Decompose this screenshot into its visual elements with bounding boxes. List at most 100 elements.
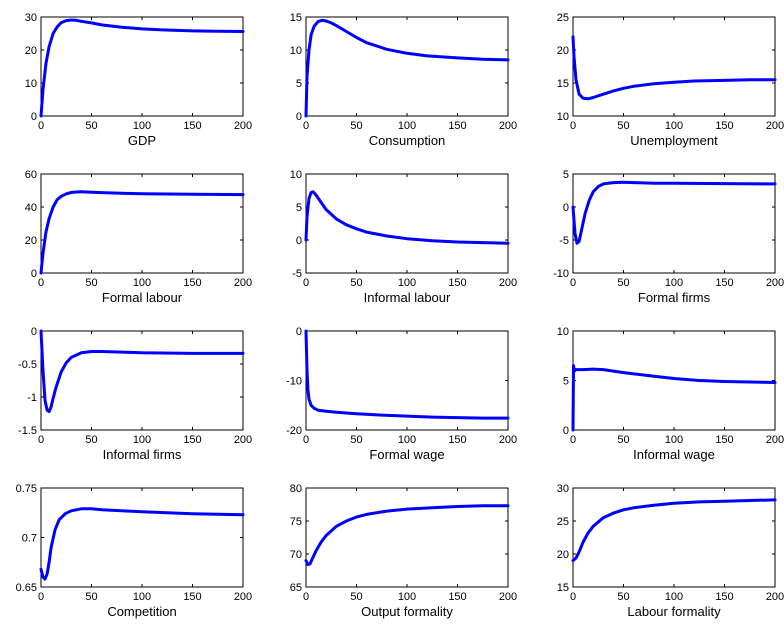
x-tick-label: 0 xyxy=(38,591,44,603)
y-tick-label: 10 xyxy=(557,111,569,123)
x-tick-label: 0 xyxy=(570,277,576,289)
x-tick-label: 200 xyxy=(499,591,517,603)
x-tick-label: 200 xyxy=(766,434,784,446)
y-tick-label: 5 xyxy=(563,169,569,181)
x-tick-label: 200 xyxy=(234,277,252,289)
x-tick-label: 100 xyxy=(665,591,683,603)
x-axis-label: Unemployment xyxy=(630,133,718,148)
series-line xyxy=(39,190,245,275)
series-line xyxy=(304,190,510,245)
x-axis-label: Informal firms xyxy=(103,447,182,462)
x-tick-label: 200 xyxy=(499,434,517,446)
x-axis-label: Competition xyxy=(107,604,176,619)
series-line xyxy=(571,498,777,563)
x-tick-label: 50 xyxy=(350,434,362,446)
x-axis-label: Formal labour xyxy=(102,290,183,305)
x-tick-label: 100 xyxy=(133,434,151,446)
plot-frame xyxy=(40,487,244,588)
x-tick-label: 150 xyxy=(715,591,733,603)
y-tick-label: 10 xyxy=(557,326,569,338)
y-tick-label: 5 xyxy=(296,202,302,214)
subplot-8: 0 50 100 150 200 -20 -10 0 Formal wage xyxy=(286,326,517,462)
x-tick-label: 0 xyxy=(38,120,44,132)
y-tick-label: 0 xyxy=(31,326,37,338)
y-tick-label: 60 xyxy=(25,169,37,181)
y-tick-label: -1.5 xyxy=(18,425,37,437)
x-tick-label: 150 xyxy=(448,120,466,132)
y-tick-label: -10 xyxy=(553,268,569,280)
x-tick-label: 50 xyxy=(617,120,629,132)
x-tick-label: 100 xyxy=(665,120,683,132)
plot-frame xyxy=(305,487,509,588)
x-tick-label: 0 xyxy=(303,591,309,603)
y-tick-label: 0 xyxy=(563,425,569,437)
x-tick-label: 200 xyxy=(234,591,252,603)
x-tick-label: 100 xyxy=(398,434,416,446)
plot-frame xyxy=(572,16,776,117)
x-tick-label: 0 xyxy=(38,277,44,289)
x-tick-label: 100 xyxy=(133,120,151,132)
x-tick-label: 150 xyxy=(183,277,201,289)
x-tick-label: 150 xyxy=(715,120,733,132)
series-line xyxy=(304,504,510,567)
series-line xyxy=(571,35,777,101)
y-tick-label: 75 xyxy=(290,516,302,528)
subplot-7: 0 50 100 150 200 -1.5 -1 -0.5 0 Informal firms xyxy=(18,326,252,462)
y-tick-label: -20 xyxy=(286,425,302,437)
subplot-2: 0 50 100 150 200 0 5 10 15 Consumption xyxy=(290,12,517,148)
series-line xyxy=(39,507,245,581)
x-axis-label: Output formality xyxy=(361,604,453,619)
y-tick-label: 15 xyxy=(557,582,569,594)
subplot-3: 0 50 100 150 200 10 15 20 25 Unemployment xyxy=(557,12,784,148)
y-tick-label: 0 xyxy=(31,268,37,280)
x-tick-label: 100 xyxy=(133,277,151,289)
y-tick-label: 0 xyxy=(296,111,302,123)
x-tick-label: 50 xyxy=(617,277,629,289)
x-tick-label: 200 xyxy=(766,120,784,132)
y-tick-label: -5 xyxy=(292,268,302,280)
y-tick-label: 0 xyxy=(563,202,569,214)
x-tick-label: 50 xyxy=(85,591,97,603)
x-axis-label: Consumption xyxy=(369,133,446,148)
x-tick-label: 0 xyxy=(303,120,309,132)
plot-frame xyxy=(40,173,244,274)
y-tick-label: 10 xyxy=(290,169,302,181)
x-tick-label: 50 xyxy=(617,591,629,603)
y-tick-label: 10 xyxy=(25,78,37,90)
y-tick-label: 25 xyxy=(557,516,569,528)
x-axis-label: Informal labour xyxy=(364,290,451,305)
x-tick-label: 150 xyxy=(715,434,733,446)
x-tick-label: 100 xyxy=(665,277,683,289)
plot-frame xyxy=(572,173,776,274)
y-tick-label: 20 xyxy=(25,45,37,57)
x-tick-label: 50 xyxy=(85,434,97,446)
y-tick-label: 20 xyxy=(25,235,37,247)
x-tick-label: 0 xyxy=(38,434,44,446)
y-tick-label: 20 xyxy=(557,45,569,57)
y-tick-label: 0.7 xyxy=(22,533,37,545)
x-axis-label: Labour formality xyxy=(627,604,721,619)
y-tick-label: 5 xyxy=(296,78,302,90)
plot-frame xyxy=(305,16,509,117)
x-axis-label: GDP xyxy=(128,133,156,148)
series-line xyxy=(39,329,245,413)
x-tick-label: 200 xyxy=(499,277,517,289)
plot-frame xyxy=(40,16,244,117)
x-tick-label: 100 xyxy=(398,277,416,289)
series-line xyxy=(304,18,510,118)
y-tick-label: 65 xyxy=(290,582,302,594)
y-tick-label: 15 xyxy=(557,78,569,90)
subplot-12: 0 50 100 150 200 15 20 25 30 Labour formality xyxy=(557,483,784,619)
x-tick-label: 200 xyxy=(234,434,252,446)
subplot-4: 0 50 100 150 200 0 20 40 60 Formal labour xyxy=(25,169,252,305)
x-tick-label: 200 xyxy=(766,277,784,289)
x-tick-label: 0 xyxy=(303,434,309,446)
x-tick-label: 100 xyxy=(665,434,683,446)
series-line xyxy=(39,18,245,118)
y-tick-label: 20 xyxy=(557,549,569,561)
y-tick-label: 0.75 xyxy=(16,483,37,495)
x-tick-label: 200 xyxy=(766,591,784,603)
subplot-10: 0 50 100 150 200 0.65 0.7 0.75 Competition xyxy=(16,483,253,619)
